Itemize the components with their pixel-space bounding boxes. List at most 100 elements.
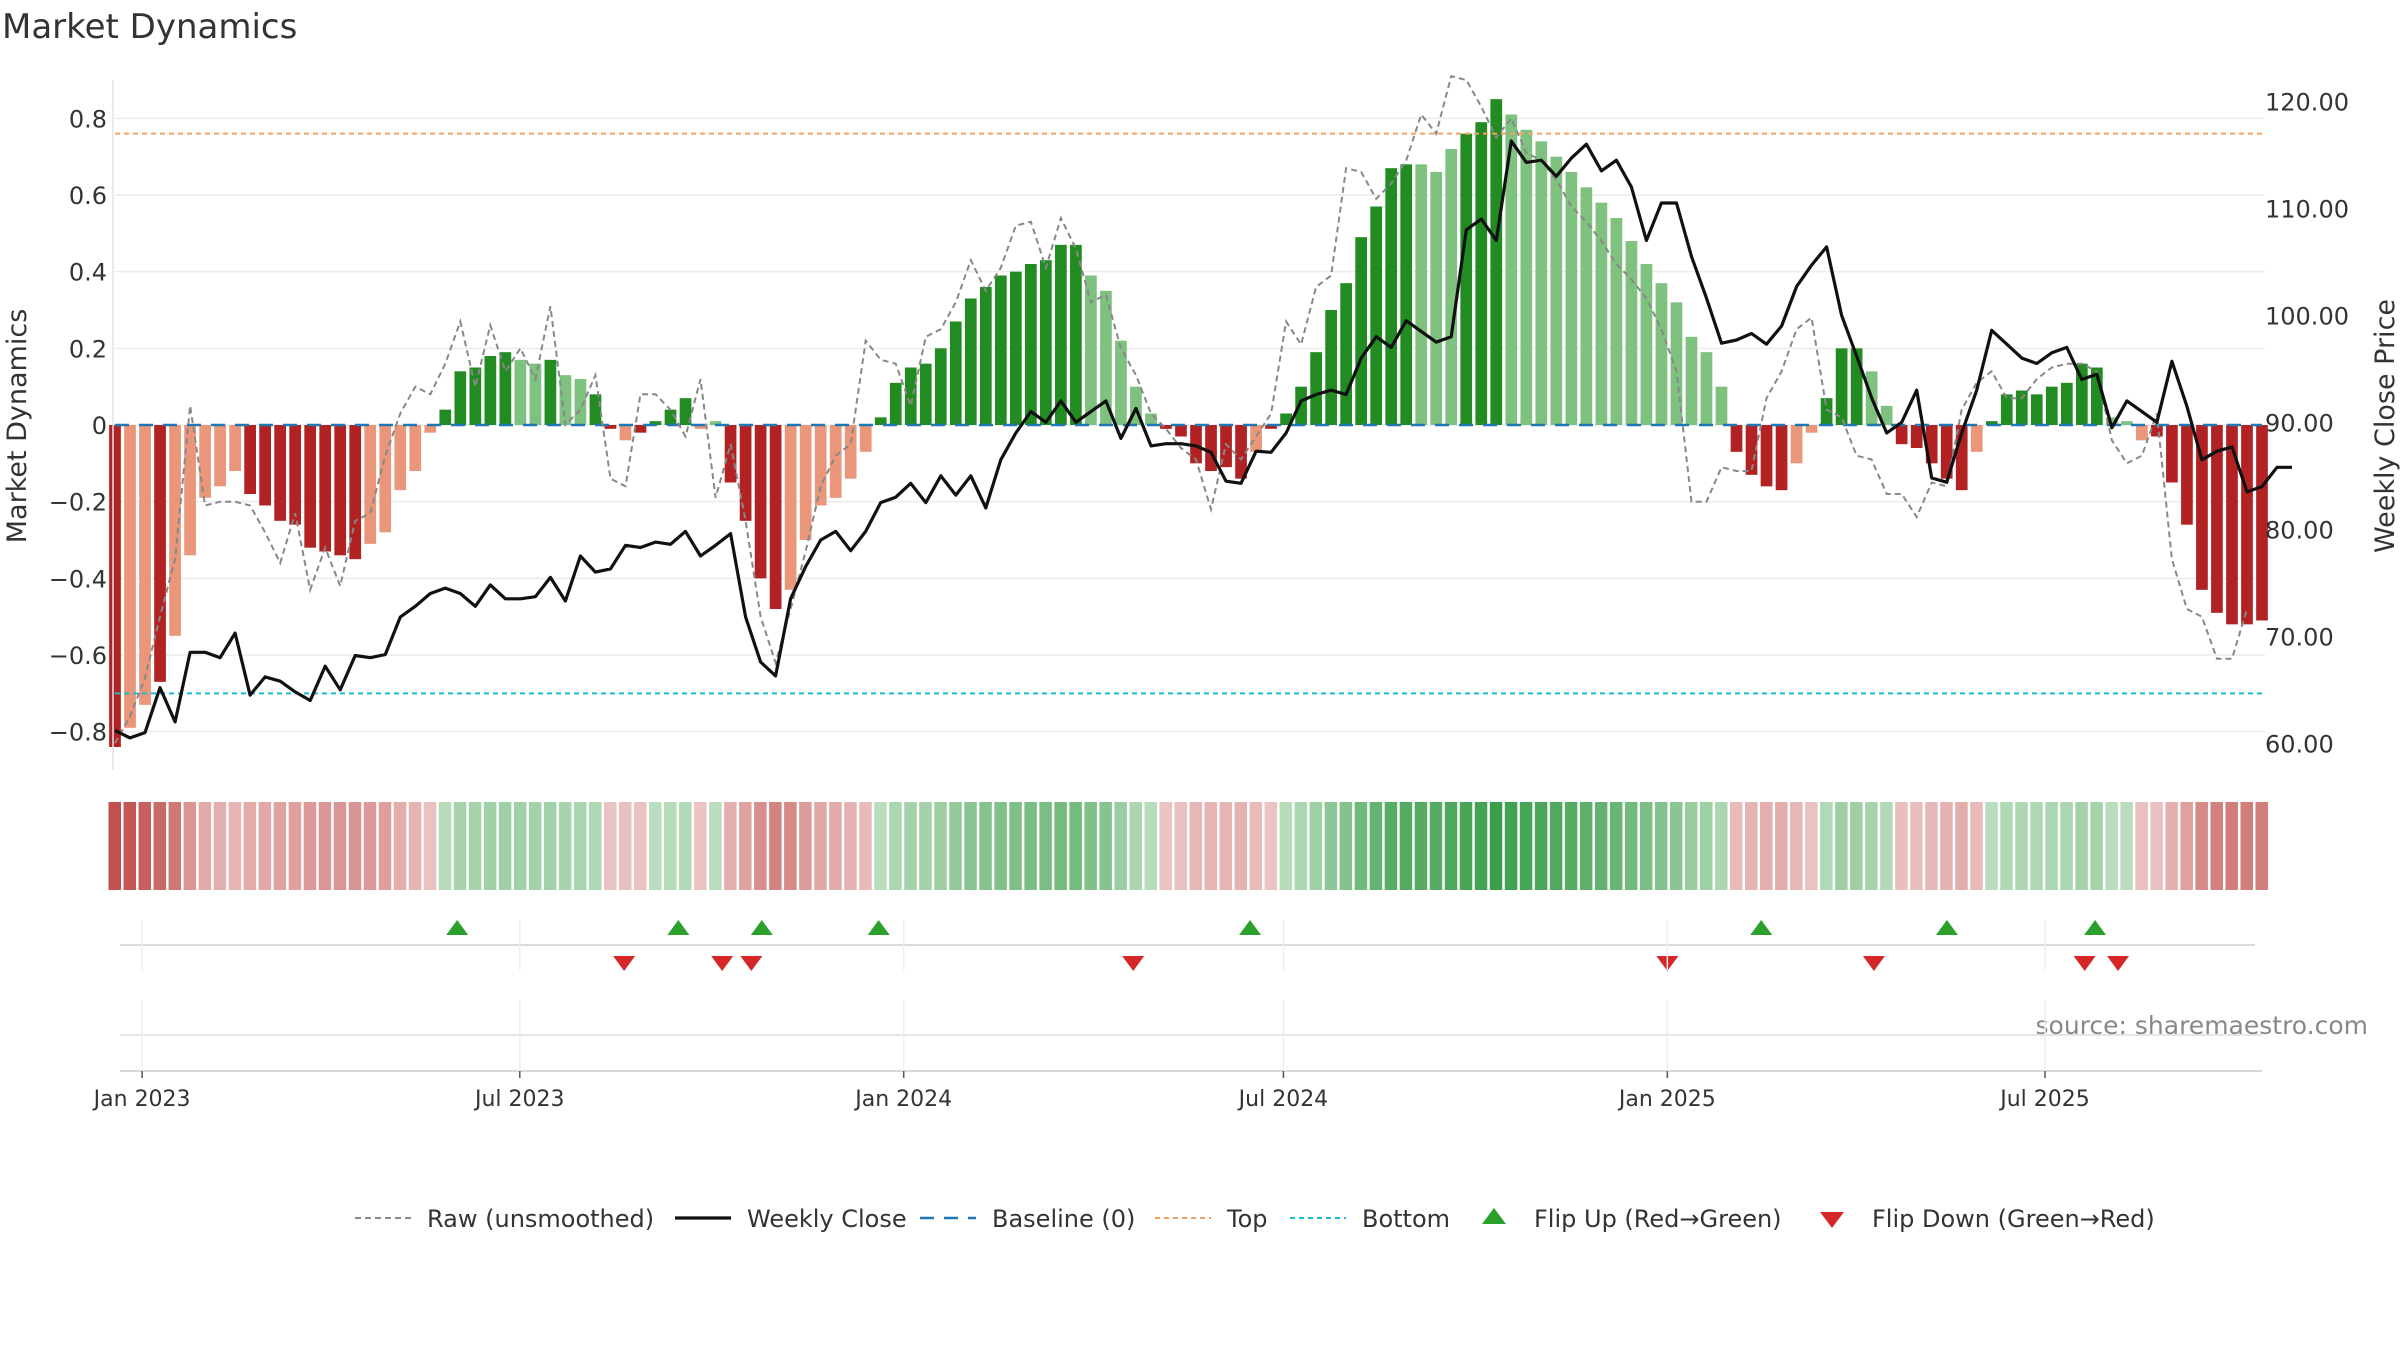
heat-cell bbox=[1940, 802, 1953, 890]
dynamics-bar bbox=[1655, 283, 1668, 425]
dynamics-bar bbox=[889, 382, 902, 425]
dynamics-bar bbox=[1385, 168, 1398, 425]
dynamics-bar bbox=[2030, 394, 2043, 425]
dynamics-bar bbox=[694, 425, 707, 429]
dynamics-bar bbox=[1625, 241, 1638, 425]
heat-cell bbox=[228, 802, 242, 890]
dynamics-bar bbox=[379, 425, 392, 533]
x-tick-label: Jan 2025 bbox=[1617, 1087, 1716, 1112]
dynamics-bar bbox=[2000, 394, 2013, 425]
dynamics-bar bbox=[574, 379, 587, 425]
heat-cell bbox=[829, 802, 842, 890]
dynamics-bar bbox=[1475, 122, 1488, 426]
dynamics-bar bbox=[109, 425, 121, 747]
legend-label: Raw (unsmoothed) bbox=[427, 1205, 654, 1233]
heat-cell bbox=[2000, 802, 2013, 890]
weekly-close-line bbox=[114, 139, 2292, 740]
heat-cell bbox=[1564, 802, 1578, 890]
heat-cell bbox=[423, 802, 437, 890]
dynamics-bar bbox=[184, 425, 196, 556]
dynamics-bar bbox=[1265, 425, 1277, 429]
dynamics-bar bbox=[1190, 425, 1202, 464]
legend-swatch-flip-down bbox=[1820, 1212, 1844, 1228]
dynamics-bar bbox=[469, 367, 482, 425]
right-tick-label: 90.00 bbox=[2265, 409, 2334, 437]
heat-cell bbox=[2195, 802, 2208, 890]
dynamics-bar bbox=[1985, 421, 1998, 425]
dynamics-bar bbox=[679, 398, 692, 425]
heat-cell bbox=[1760, 802, 1773, 890]
dynamics-bar bbox=[1355, 237, 1368, 425]
heat-cell bbox=[2255, 802, 2269, 890]
heat-cell bbox=[739, 802, 752, 890]
dynamics-bar bbox=[1910, 425, 1923, 448]
heat-cell bbox=[1054, 802, 1067, 890]
heat-cell bbox=[1384, 802, 1398, 890]
heat-cell bbox=[618, 802, 632, 890]
flip-up-marker bbox=[750, 920, 773, 935]
heat-cell bbox=[889, 802, 902, 890]
heat-cell bbox=[1865, 802, 1878, 890]
dynamics-bar bbox=[1685, 336, 1698, 425]
heat-cell bbox=[543, 802, 557, 890]
heat-cell bbox=[633, 802, 647, 890]
heat-cell bbox=[1985, 802, 1998, 890]
heat-cell bbox=[1895, 802, 1908, 890]
heat-cell bbox=[348, 802, 362, 890]
heat-cell bbox=[1174, 802, 1187, 890]
flip-up-marker bbox=[867, 920, 890, 935]
flip-down-marker bbox=[1122, 956, 1145, 971]
heat-cell bbox=[1339, 802, 1353, 890]
heat-cell bbox=[1699, 802, 1713, 890]
dynamics-bar bbox=[1940, 425, 1953, 479]
dynamics-bar bbox=[2075, 363, 2088, 425]
heat-cell bbox=[1279, 802, 1293, 890]
dynamics-bar bbox=[124, 425, 136, 728]
flip-up-marker bbox=[2084, 920, 2107, 935]
dynamics-bar bbox=[2121, 421, 2133, 425]
legend-label: Baseline (0) bbox=[992, 1205, 1135, 1233]
heat-cell bbox=[1294, 802, 1308, 890]
flip-down-marker bbox=[613, 956, 636, 971]
flip-up-marker bbox=[1935, 920, 1958, 935]
heat-cell bbox=[453, 802, 467, 890]
right-axis-label: Weekly Close Price bbox=[2370, 299, 2400, 553]
heat-cell bbox=[844, 802, 857, 890]
heat-cell bbox=[1910, 802, 1923, 890]
heat-cell bbox=[919, 802, 932, 890]
dynamics-bar bbox=[769, 425, 782, 609]
dynamics-bar bbox=[394, 425, 407, 491]
flip-panel bbox=[120, 920, 2255, 971]
dynamics-bar bbox=[364, 425, 377, 544]
heat-cell bbox=[1429, 802, 1443, 890]
dynamics-bar bbox=[529, 363, 542, 425]
flip-down-marker bbox=[740, 956, 763, 971]
dynamics-bar bbox=[1835, 348, 1848, 425]
heat-cell bbox=[588, 802, 602, 890]
heat-cell bbox=[2075, 802, 2088, 890]
flip-down-marker bbox=[711, 956, 734, 971]
dynamics-bar bbox=[439, 409, 452, 425]
dynamics-bar bbox=[964, 298, 977, 425]
heat-cell bbox=[2045, 802, 2058, 890]
dynamics-bar bbox=[1490, 99, 1503, 426]
dynamics-bar bbox=[169, 425, 181, 636]
dynamics-bar bbox=[1565, 172, 1578, 425]
heat-cell bbox=[1504, 802, 1518, 890]
heat-strip bbox=[108, 802, 2269, 890]
heat-cell bbox=[724, 802, 737, 890]
dynamics-bar bbox=[1009, 271, 1022, 425]
heat-cell bbox=[2030, 802, 2043, 890]
dynamics-bar bbox=[1340, 283, 1353, 425]
dynamics-bar bbox=[1040, 260, 1052, 425]
heat-cell bbox=[108, 802, 122, 890]
dynamics-bar bbox=[334, 425, 347, 556]
heat-cell bbox=[333, 802, 347, 890]
dynamics-bar bbox=[1085, 275, 1097, 425]
heat-cell bbox=[934, 802, 947, 890]
heat-cell bbox=[784, 802, 797, 890]
heat-cell bbox=[558, 802, 572, 890]
heat-cell bbox=[859, 802, 872, 890]
left-tick-label: −0.2 bbox=[49, 489, 107, 517]
